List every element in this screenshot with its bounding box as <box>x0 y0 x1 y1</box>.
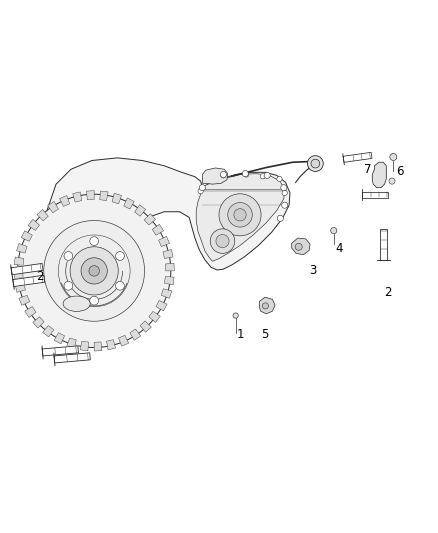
Circle shape <box>281 184 287 191</box>
Polygon shape <box>362 191 388 198</box>
Polygon shape <box>54 353 90 363</box>
Text: 5: 5 <box>261 328 268 341</box>
Circle shape <box>116 252 124 260</box>
Polygon shape <box>130 329 141 340</box>
Polygon shape <box>144 214 155 225</box>
Circle shape <box>277 215 283 221</box>
Polygon shape <box>259 297 275 314</box>
Circle shape <box>70 247 118 295</box>
Polygon shape <box>149 311 160 322</box>
Polygon shape <box>17 244 27 253</box>
Circle shape <box>277 176 282 182</box>
Polygon shape <box>134 205 146 216</box>
Polygon shape <box>292 238 310 255</box>
Polygon shape <box>202 168 228 184</box>
Polygon shape <box>106 340 116 350</box>
Circle shape <box>64 281 73 290</box>
Text: 7: 7 <box>364 163 372 176</box>
Polygon shape <box>48 201 59 213</box>
Polygon shape <box>152 224 163 235</box>
Polygon shape <box>60 196 70 206</box>
Polygon shape <box>372 162 386 188</box>
Circle shape <box>295 243 302 251</box>
Polygon shape <box>42 326 54 337</box>
Polygon shape <box>25 306 36 318</box>
Circle shape <box>307 156 323 172</box>
Polygon shape <box>73 192 82 202</box>
Circle shape <box>221 173 226 178</box>
Circle shape <box>216 235 229 248</box>
Circle shape <box>233 313 238 318</box>
Circle shape <box>244 172 249 177</box>
Circle shape <box>282 190 287 196</box>
Polygon shape <box>21 231 32 241</box>
Text: 3: 3 <box>310 264 317 277</box>
Circle shape <box>262 303 268 309</box>
Polygon shape <box>165 277 174 285</box>
Polygon shape <box>14 257 24 265</box>
Polygon shape <box>11 263 43 274</box>
Polygon shape <box>13 275 45 287</box>
Polygon shape <box>80 341 88 351</box>
Circle shape <box>331 228 337 233</box>
Circle shape <box>198 189 203 194</box>
Polygon shape <box>124 198 134 209</box>
Polygon shape <box>119 335 129 346</box>
Polygon shape <box>14 271 23 279</box>
Polygon shape <box>140 321 152 332</box>
Circle shape <box>260 174 265 179</box>
Polygon shape <box>44 158 290 270</box>
Polygon shape <box>54 333 64 344</box>
Circle shape <box>81 258 107 284</box>
Polygon shape <box>161 289 172 298</box>
Polygon shape <box>15 283 25 292</box>
Polygon shape <box>33 317 44 328</box>
Circle shape <box>389 178 395 184</box>
Circle shape <box>210 229 235 253</box>
Polygon shape <box>343 152 372 163</box>
Circle shape <box>90 237 99 246</box>
Polygon shape <box>86 191 94 200</box>
Polygon shape <box>37 209 48 221</box>
Circle shape <box>44 221 145 321</box>
Circle shape <box>64 252 73 260</box>
Polygon shape <box>159 236 170 246</box>
Text: 2: 2 <box>384 286 392 300</box>
Polygon shape <box>163 249 173 259</box>
Circle shape <box>390 154 397 160</box>
Circle shape <box>220 172 226 177</box>
Text: 4: 4 <box>336 241 343 255</box>
Polygon shape <box>380 229 387 260</box>
Circle shape <box>90 296 99 305</box>
Polygon shape <box>42 346 78 356</box>
Polygon shape <box>156 301 167 311</box>
Circle shape <box>234 209 246 221</box>
Circle shape <box>199 184 205 191</box>
Circle shape <box>116 281 124 290</box>
Circle shape <box>242 171 248 177</box>
Polygon shape <box>112 193 122 204</box>
Text: 2: 2 <box>36 270 44 282</box>
Text: 1: 1 <box>236 328 244 341</box>
Text: 6: 6 <box>396 165 403 177</box>
Circle shape <box>89 265 99 276</box>
Circle shape <box>264 172 270 179</box>
Polygon shape <box>165 263 174 271</box>
Circle shape <box>282 202 288 208</box>
Circle shape <box>18 194 171 348</box>
Ellipse shape <box>63 296 90 311</box>
Circle shape <box>228 203 252 227</box>
Polygon shape <box>94 342 102 351</box>
Polygon shape <box>67 338 76 349</box>
Polygon shape <box>196 174 285 261</box>
Polygon shape <box>28 220 39 230</box>
Polygon shape <box>19 295 30 305</box>
Circle shape <box>219 194 261 236</box>
Circle shape <box>311 159 320 168</box>
Polygon shape <box>100 191 108 200</box>
